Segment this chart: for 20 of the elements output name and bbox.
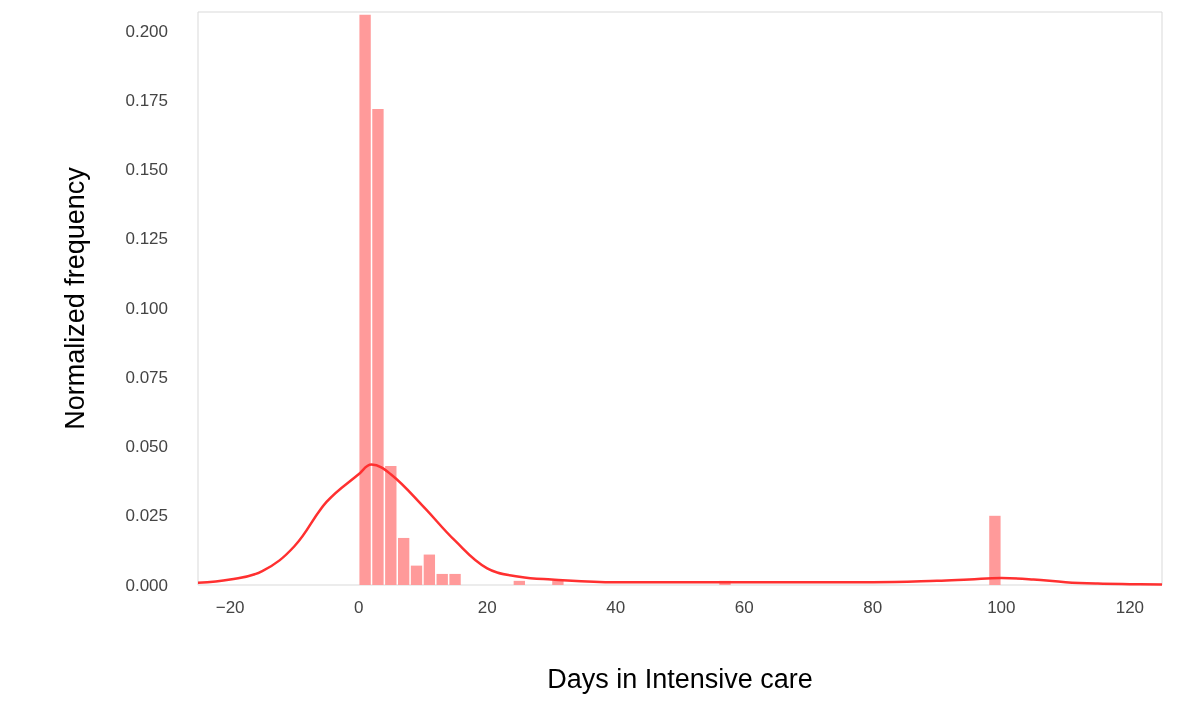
line-series (196, 463, 1164, 586)
y-tick-label: 0.075 (125, 367, 168, 387)
y-axis-title: Normalized frequency (59, 166, 90, 430)
x-tick-label: 100 (987, 598, 1016, 617)
y-tick-label: 0.175 (125, 91, 168, 111)
y-tick-label: 0.100 (125, 298, 168, 318)
x-tick-label: 20 (477, 598, 497, 617)
y-tick-label: 0.000 (125, 575, 168, 595)
x-tick-label: 80 (863, 598, 883, 617)
x-tick-label: −20 (215, 598, 245, 617)
x-tick-label: 40 (606, 598, 626, 617)
x-tick-label: 0 (353, 598, 364, 617)
x-tick-label: 60 (734, 598, 754, 617)
y-tick-label: 0.125 (125, 229, 168, 249)
y-tick-label: 0.200 (125, 21, 168, 41)
x-axis-title: Days in Intensive care (547, 663, 813, 694)
y-tick-label: 0.025 (125, 506, 168, 526)
y-tick-label: 0.150 (125, 160, 168, 180)
x-tick-label: 120 (1115, 598, 1145, 617)
y-tick-label: 0.050 (125, 437, 168, 457)
